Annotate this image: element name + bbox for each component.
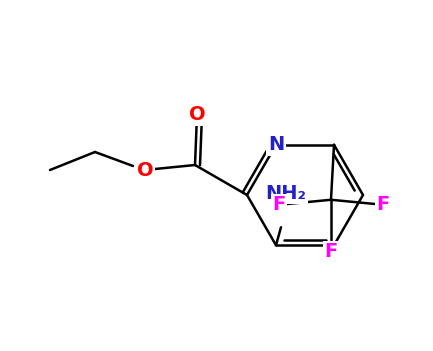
Text: F: F: [324, 242, 338, 261]
Text: O: O: [137, 160, 153, 179]
Text: NH₂: NH₂: [265, 184, 307, 203]
Text: F: F: [272, 195, 286, 214]
Text: F: F: [376, 195, 390, 214]
Text: N: N: [268, 135, 284, 154]
Text: O: O: [189, 106, 205, 125]
